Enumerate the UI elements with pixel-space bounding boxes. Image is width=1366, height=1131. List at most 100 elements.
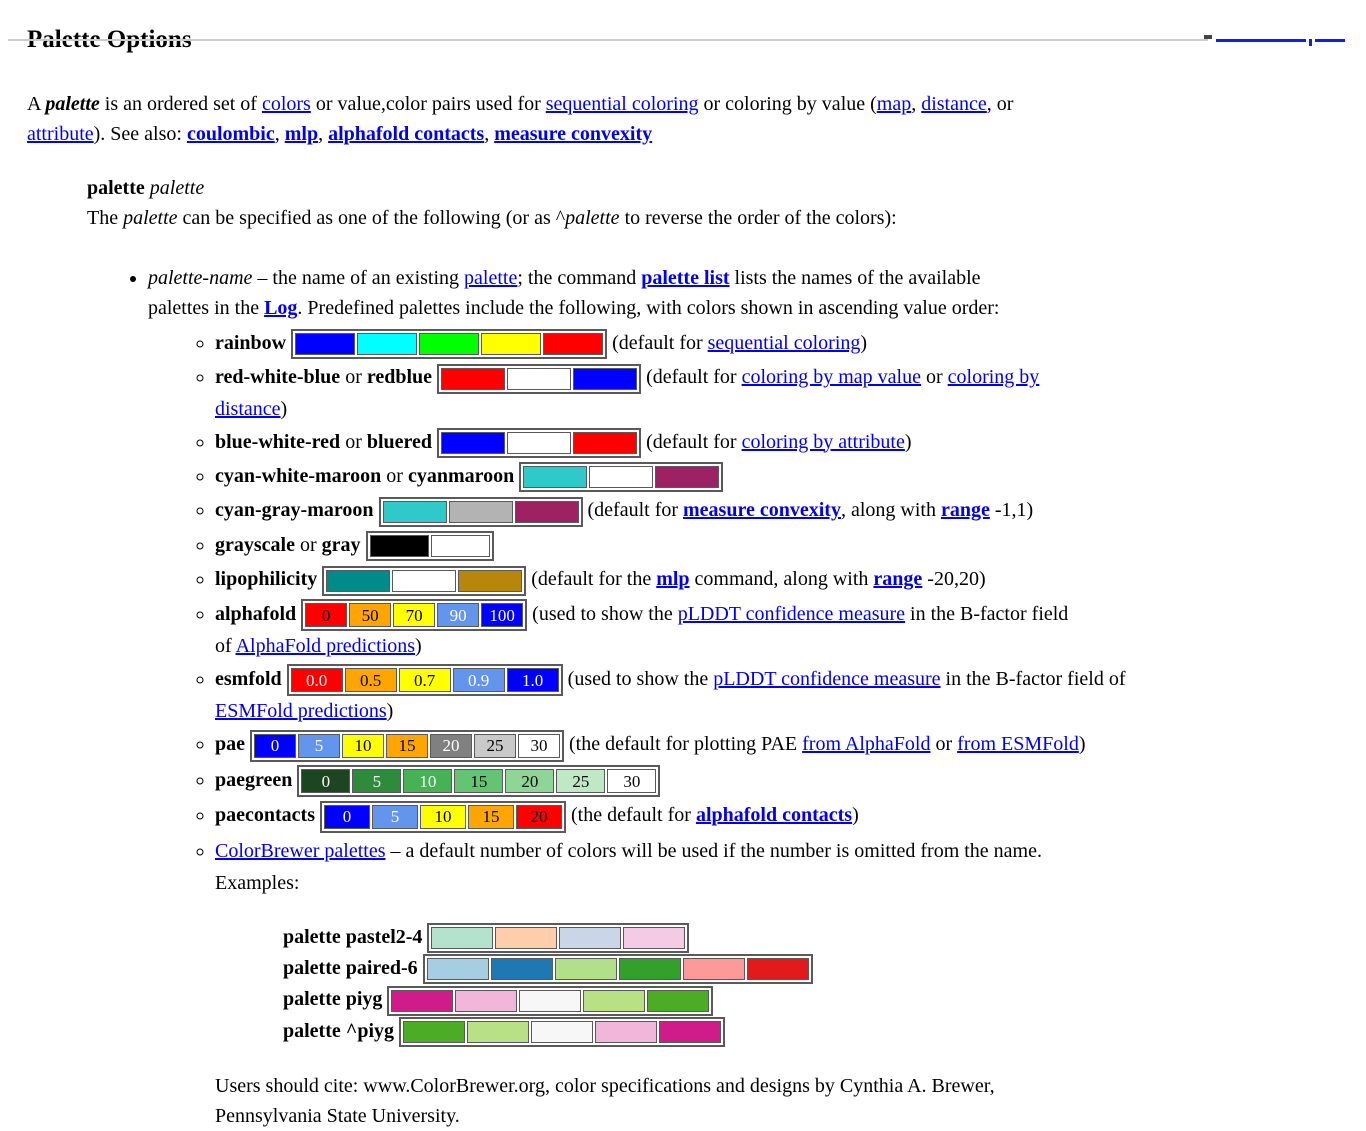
colors-link[interactable]: colors xyxy=(261,92,311,115)
swatch-row xyxy=(426,958,809,981)
swatch-row xyxy=(295,333,604,356)
attribute-link[interactable]: attribute xyxy=(27,122,94,145)
swatch-cell: 15 xyxy=(467,804,514,829)
esmfold-predictions-link[interactable]: ESMFold predictions xyxy=(215,700,387,723)
from-esmfold-link[interactable]: from ESMFold xyxy=(957,733,1079,756)
palette-description: (used to show the pLDDT confidence measu… xyxy=(215,603,1068,657)
paecontacts-swatch: 0 5 10 15 20 xyxy=(319,800,566,833)
text-run: Pennsylvania State University. xyxy=(215,1105,460,1128)
range-link[interactable]: range xyxy=(940,499,990,522)
text-run: -1,1) xyxy=(989,499,1034,522)
text-run: or xyxy=(340,430,367,453)
intro-paragraph: A palette is an ordered set of colors or… xyxy=(27,89,1356,149)
swatch-cell xyxy=(481,333,542,356)
text-run: , xyxy=(484,122,495,145)
cutoff-text-fragment xyxy=(1204,35,1212,39)
sequential-coloring-link[interactable]: sequential coloring xyxy=(707,331,861,354)
swatch-cell xyxy=(746,958,809,981)
text-run: palette-name xyxy=(148,266,253,289)
swatch-cell xyxy=(495,927,558,950)
swatch-cell xyxy=(682,958,745,981)
swatch-row: 0 50 70 90 100 xyxy=(305,603,524,627)
example-label: palette paired-6 xyxy=(283,957,418,980)
text-run: paecontacts xyxy=(215,804,315,827)
distance-link[interactable]: distance xyxy=(921,92,987,115)
text-run: Users should cite: www.ColorBrewer.org, … xyxy=(215,1075,995,1098)
palette-list-link[interactable]: palette list xyxy=(641,266,730,289)
coulombic-link[interactable]: coulombic xyxy=(186,122,275,145)
alphafold-contacts-link[interactable]: alphafold contacts xyxy=(695,804,853,827)
palette-label: rainbow xyxy=(215,332,286,354)
swatch-cell xyxy=(430,535,490,558)
swatch-cell xyxy=(426,958,489,981)
measure-convexity-link[interactable]: measure convexity xyxy=(494,122,653,145)
swatch-cell: 0 xyxy=(323,804,370,829)
text-run: palette xyxy=(123,206,178,229)
text-run: lipophilicity xyxy=(215,568,318,591)
palette-link[interactable]: palette xyxy=(464,266,518,289)
palette-label: pae xyxy=(215,733,245,755)
text-run: palette xyxy=(565,206,620,229)
sequential-coloring-link[interactable]: sequential coloring xyxy=(545,92,699,115)
text-run: can be specified as one of the following… xyxy=(177,206,566,229)
mlp-link[interactable]: mlp xyxy=(656,568,690,591)
text-run: lists the names of the available xyxy=(729,266,981,289)
colorbrewer-palettes-link[interactable]: ColorBrewer palettes xyxy=(215,839,386,862)
swatch-cell xyxy=(507,431,572,454)
example-label: palette pastel2-4 xyxy=(283,925,423,948)
alphafold-predictions-link[interactable]: AlphaFold predictions xyxy=(235,635,415,657)
palette-name-list: palette-name – the name of an existing p… xyxy=(27,263,1356,1131)
palette-description: (the default for plotting PAE from Alpha… xyxy=(569,733,1086,755)
text-run: cyan-gray-maroon xyxy=(215,499,374,522)
plddt-confidence-measure-link[interactable]: pLDDT confidence measure xyxy=(713,668,941,690)
coloring-by-attribute-link[interactable]: coloring by attribute xyxy=(741,430,905,453)
measure-convexity-link[interactable]: measure convexity xyxy=(683,499,841,522)
coloring-by-map-value-link[interactable]: coloring by map value xyxy=(741,366,921,389)
swatch-cell: 30 xyxy=(518,733,560,758)
swatch-row: 0 5 10 15 20 xyxy=(323,804,562,829)
swatch-cell xyxy=(583,989,646,1012)
paired-6-swatch xyxy=(422,954,813,985)
range-link[interactable]: range xyxy=(873,568,923,591)
top-right-cutoff-links[interactable] xyxy=(1204,26,1354,46)
from-alphafold-link[interactable]: from AlphaFold xyxy=(802,733,931,756)
alphafold-contacts-link[interactable]: alphafold contacts xyxy=(328,122,485,145)
map-link[interactable]: map xyxy=(876,92,912,115)
swatch-cell: 20 xyxy=(515,804,562,829)
coloring-by-link[interactable]: coloring by xyxy=(947,366,1040,389)
text-run: or xyxy=(340,366,367,389)
palette-label: blue-white-red or bluered xyxy=(215,431,432,453)
palette-description: (default for measure convexity, along wi… xyxy=(588,499,1034,521)
distance-link[interactable]: distance xyxy=(215,397,281,420)
piyg-swatch xyxy=(387,985,714,1016)
text-run: rainbow xyxy=(215,331,287,354)
swatch-cell: 0.9 xyxy=(452,668,505,693)
colorbrewer-intro: ColorBrewer palettes – a default number … xyxy=(215,840,1042,862)
palette-row-cyanmaroon: cyan-white-maroon or cyanmaroon xyxy=(215,461,1356,493)
usage-definition: The palette can be specified as one of t… xyxy=(87,203,1356,233)
mlp-link[interactable]: mlp xyxy=(284,122,319,145)
text-run: ) xyxy=(415,635,422,657)
plddt-confidence-measure-link[interactable]: pLDDT confidence measure xyxy=(677,602,906,625)
text-run: , xyxy=(318,122,329,145)
palette-row-esmfold: esmfold 0.00.50.70.91.0(used to show the … xyxy=(215,664,1356,726)
palette-description: (default for sequential coloring) xyxy=(612,332,867,354)
example-row-piyg-rev: palette ^piyg xyxy=(283,1016,1356,1048)
palette-row-bluered: blue-white-red or bluered (default for co… xyxy=(215,427,1356,458)
swatch-cell xyxy=(369,535,429,558)
text-run: ) xyxy=(904,430,912,453)
bluered-swatch xyxy=(437,427,642,458)
text-run: or xyxy=(294,533,322,556)
log-link[interactable]: Log xyxy=(264,296,298,319)
text-run: or xyxy=(920,366,948,389)
swatch-cell xyxy=(441,431,506,454)
swatch-cell: 15 xyxy=(454,769,504,794)
text-run: – the name of an existing xyxy=(252,266,465,289)
swatch-cell: 0 xyxy=(301,769,351,794)
palette-row-colorbrewer: ColorBrewer palettes – a default number … xyxy=(215,836,1356,1131)
text-run: ) xyxy=(386,700,394,723)
swatch-cell xyxy=(618,958,681,981)
text-run: (the default for plotting PAE xyxy=(569,733,803,756)
